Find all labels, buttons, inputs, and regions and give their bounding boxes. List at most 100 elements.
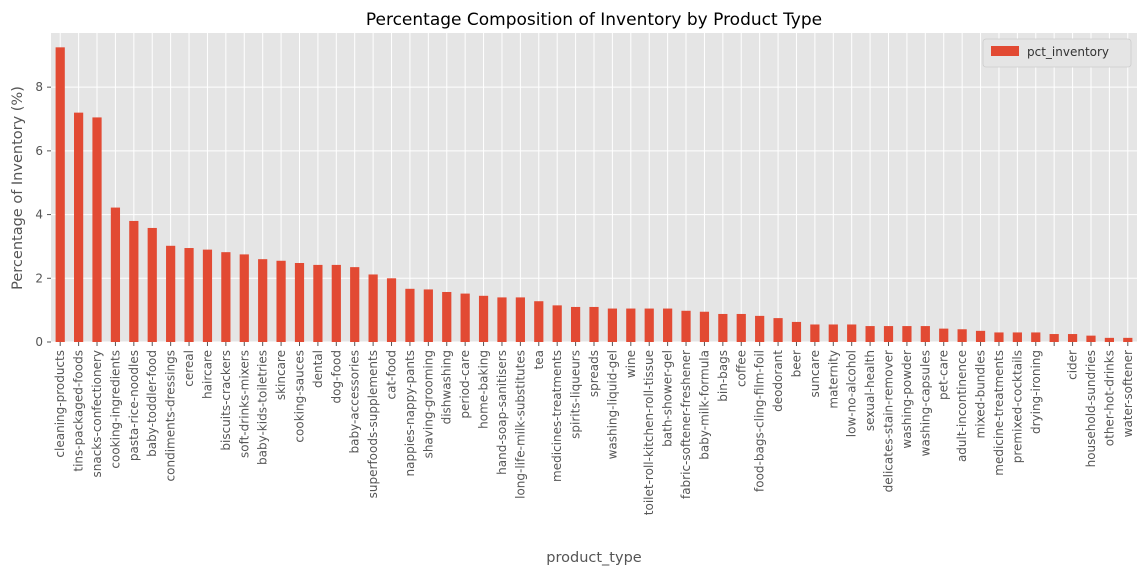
bar [957,329,967,342]
x-tick-label: biscuits-crackers [219,350,233,451]
x-tick-label: spirits-liqueurs [569,350,583,439]
bar [552,305,562,342]
bar [515,297,525,342]
bar [718,313,728,342]
x-tick-label: wine [624,350,638,378]
bar [129,220,139,342]
x-tick-label: shaving-grooming [421,350,435,458]
x-tick-label: skincare [274,350,288,400]
y-tick-label: 8 [35,80,43,94]
bar [166,245,176,342]
bar [258,259,268,342]
bar [681,310,691,342]
bar [1104,337,1114,342]
bars [55,47,1133,342]
bar [368,274,378,342]
x-tick-label: suncare [808,350,822,397]
x-tick-label: bath-shower-gel [661,350,675,447]
chart-title: Percentage Composition of Inventory by P… [366,10,822,30]
bar [994,332,1004,342]
x-tick-label: maternity [826,350,840,409]
bar [442,291,452,342]
bar [386,278,397,342]
bar [865,326,875,342]
bar [350,267,360,342]
x-tick-label: washing-capsules [918,350,932,456]
bar [1031,332,1041,342]
bar [975,330,986,342]
bar [534,301,544,342]
x-tick-label: tins-packaged-foods [72,350,86,472]
x-tick-label: baby-kids-toiletries [256,350,270,465]
x-tick-label: premixed-cocktails [1010,350,1024,463]
x-tick-label: mixed-bundles [974,350,988,439]
x-tick-label: coffee [734,350,748,387]
x-tick-label: cleaning-products [53,350,67,458]
legend-swatch [991,46,1019,56]
x-tick-label: bin-bags [716,350,730,402]
bar [626,308,636,342]
bar [276,260,286,342]
bar [202,249,213,342]
bar [331,264,341,342]
x-tick-label: adult-incontinence [955,350,969,462]
bar [294,262,305,342]
bar [847,324,857,342]
bar [736,313,746,342]
x-tick-label: deodorant [771,350,785,412]
legend: pct_inventory [982,38,1132,68]
bar [1049,334,1059,342]
x-tick-label: sexual-health [863,350,877,431]
x-tick-label: other-hot-drinks [1102,350,1116,446]
x-tick-label: pasta-rice-noodles [127,350,141,461]
bar [423,289,433,342]
bar [460,293,470,342]
bar [478,295,489,342]
bar [607,308,618,342]
x-tick-label: tea [532,350,546,369]
x-tick-label: baby-toddler-food [145,350,159,457]
x-tick-label: nappies-nappy-pants [403,350,417,476]
x-tick-label: washing-powder [900,350,914,449]
y-tick-label: 2 [35,271,43,285]
x-tick-label: medicines-treatments [550,350,564,482]
bar [570,306,581,342]
bar [110,207,121,342]
x-tick-label: dental [311,350,325,388]
x-axis-title: product_type [546,550,641,566]
bar [589,306,599,342]
bar [405,288,415,342]
x-tick-label: beer [789,350,803,377]
x-tick-label: washing-liquid-gel [605,350,619,459]
x-tick-label: hand-soap-sanitisers [495,350,509,475]
x-tick-label: snacks-confectionery [90,350,104,478]
bar [939,328,949,342]
bar [239,254,249,342]
bar [74,112,84,342]
bar [1086,335,1096,342]
x-tick-label: home-baking [477,350,491,429]
bar [497,297,507,342]
x-tick-label: cider [1066,350,1080,380]
bar [791,321,802,342]
x-axis-ticks: cleaning-products tins-packaged-foods snac… [53,342,1135,515]
x-tick-label: household-sundries [1084,350,1098,467]
y-tick-label: 4 [35,208,43,222]
x-tick-label: cat-food [385,350,399,400]
bar [221,252,231,342]
x-tick-label: long-life-milk-substitutes [513,350,527,499]
x-tick-label: cooking-ingredients [108,350,122,469]
x-tick-label: baby-accessories [348,350,362,454]
legend-box [982,38,1132,68]
bar [810,324,820,342]
x-tick-label: cereal [182,350,196,387]
legend-label: pct_inventory [1027,45,1109,59]
y-axis-title: Percentage of Inventory (%) [10,86,26,290]
bar [755,315,765,342]
bar [92,117,102,342]
bar [663,308,673,342]
x-tick-label: medicine-treatments [992,350,1006,476]
x-tick-label: baby-milk-formula [697,350,711,460]
x-tick-label: toilet-roll-kitchen-roll-tissue [642,350,656,515]
